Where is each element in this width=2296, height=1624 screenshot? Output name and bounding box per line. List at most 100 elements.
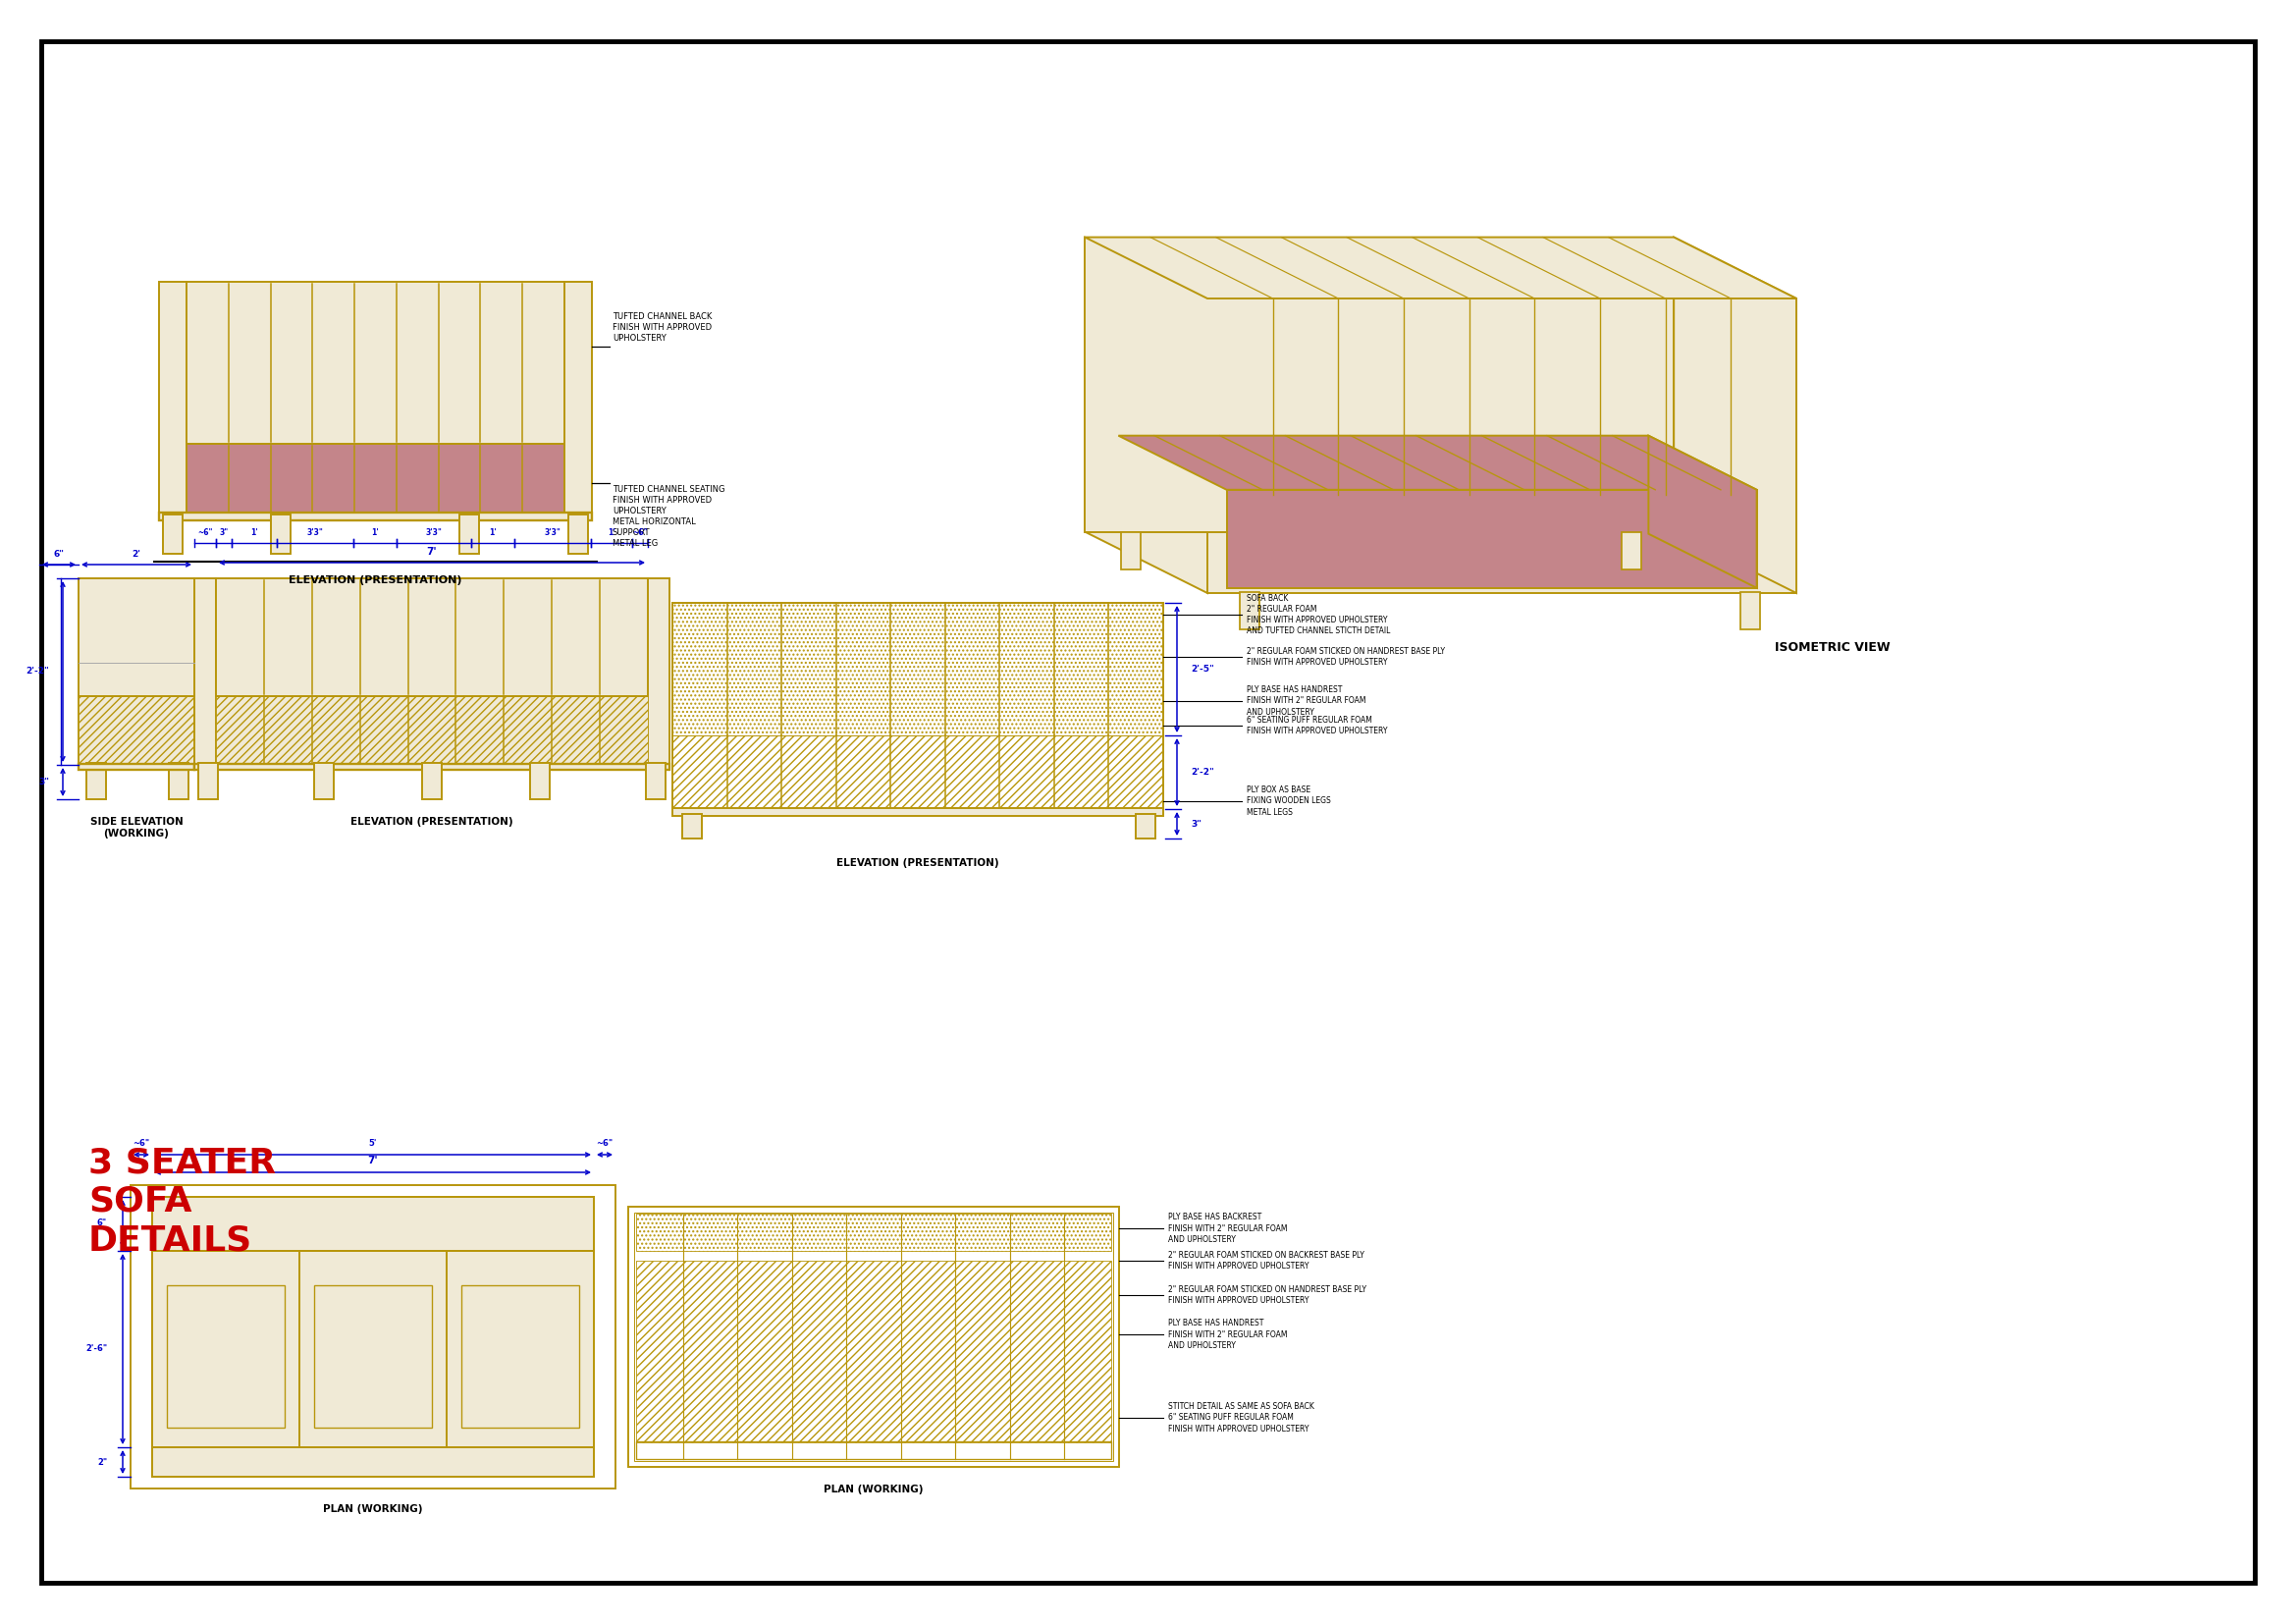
Bar — [78, 578, 195, 765]
Text: 2" REGULAR FOAM STICKED ON HANDREST BASE PLY
FINISH WITH APPROVED UPHOLSTERY: 2" REGULAR FOAM STICKED ON HANDREST BASE… — [1247, 646, 1444, 667]
Bar — [461, 1285, 579, 1427]
Text: 1': 1' — [250, 528, 257, 538]
Bar — [636, 1213, 1111, 1250]
Bar — [87, 763, 106, 799]
Bar — [673, 603, 1164, 736]
Bar — [315, 1285, 432, 1427]
Bar — [565, 283, 592, 515]
Bar — [78, 697, 195, 765]
Bar — [673, 603, 1164, 809]
Bar — [315, 763, 333, 799]
Bar — [216, 578, 647, 697]
Bar — [152, 1197, 595, 1476]
Text: PLY BASE HAS HANDREST
FINISH WITH 2" REGULAR FOAM
AND UPHOLSTERY: PLY BASE HAS HANDREST FINISH WITH 2" REG… — [1247, 685, 1366, 716]
Bar — [152, 1250, 595, 1447]
Text: ISOMETRIC VIEW: ISOMETRIC VIEW — [1775, 641, 1890, 654]
Text: 3'3": 3'3" — [425, 528, 443, 538]
Bar — [634, 1213, 1114, 1462]
Text: SOFA BACK
2" REGULAR FOAM
FINISH WITH APPROVED UPHOLSTERY
AND TUFTED CHANNEL STI: SOFA BACK 2" REGULAR FOAM FINISH WITH AP… — [1247, 594, 1391, 635]
Polygon shape — [1226, 490, 1756, 588]
Bar — [629, 1207, 1118, 1466]
Text: PLY BASE HAS BACKREST
FINISH WITH 2" REGULAR FOAM
AND UPHOLSTERY: PLY BASE HAS BACKREST FINISH WITH 2" REG… — [1169, 1213, 1288, 1244]
Bar — [636, 1260, 1111, 1442]
Bar — [158, 283, 186, 515]
Bar — [78, 763, 195, 770]
Bar — [271, 515, 292, 554]
Text: 2'-6": 2'-6" — [85, 1345, 108, 1353]
Bar — [1137, 814, 1155, 838]
Text: 5': 5' — [370, 1138, 377, 1148]
Polygon shape — [1240, 593, 1261, 630]
Text: 3": 3" — [1192, 820, 1201, 828]
Polygon shape — [1086, 237, 1795, 299]
Text: ~6": ~6" — [133, 1138, 149, 1148]
Text: 6": 6" — [53, 551, 64, 559]
Bar — [186, 283, 565, 443]
Bar — [422, 763, 441, 799]
Bar — [163, 515, 184, 554]
Text: 2'-2": 2'-2" — [25, 667, 48, 676]
Bar — [647, 578, 670, 765]
Bar — [186, 443, 565, 515]
Text: 2': 2' — [133, 551, 140, 559]
Text: STITCH DETAIL AS SAME AS SOFA BACK
6" SEATING PUFF REGULAR FOAM
FINISH WITH APPR: STITCH DETAIL AS SAME AS SOFA BACK 6" SE… — [1169, 1403, 1313, 1432]
Polygon shape — [1674, 237, 1795, 593]
Polygon shape — [1208, 299, 1795, 593]
Text: 2" REGULAR FOAM STICKED ON HANDREST BASE PLY
FINISH WITH APPROVED UPHOLSTERY: 2" REGULAR FOAM STICKED ON HANDREST BASE… — [1169, 1285, 1366, 1306]
Bar — [459, 515, 480, 554]
Text: PLY BOX AS BASE
FIXING WOODEN LEGS
METAL LEGS: PLY BOX AS BASE FIXING WOODEN LEGS METAL… — [1247, 786, 1332, 817]
Bar — [197, 763, 218, 799]
Polygon shape — [1120, 533, 1141, 570]
Text: 3": 3" — [39, 778, 48, 786]
Text: 1': 1' — [608, 528, 615, 538]
Polygon shape — [1118, 435, 1756, 490]
Polygon shape — [1740, 593, 1761, 630]
Polygon shape — [1649, 435, 1756, 588]
Text: ~6": ~6" — [597, 1138, 613, 1148]
Bar — [673, 809, 1164, 815]
Text: 1': 1' — [372, 528, 379, 538]
Bar — [131, 1186, 615, 1489]
Bar — [636, 1442, 1111, 1458]
Text: 6" SEATING PUFF REGULAR FOAM
FINISH WITH APPROVED UPHOLSTERY: 6" SEATING PUFF REGULAR FOAM FINISH WITH… — [1247, 716, 1387, 736]
Bar — [152, 1197, 595, 1250]
Text: 3": 3" — [220, 528, 227, 538]
Bar — [216, 697, 647, 765]
Text: ELEVATION (PRESENTATION): ELEVATION (PRESENTATION) — [836, 857, 999, 867]
Bar — [645, 763, 666, 799]
Text: 7': 7' — [367, 1156, 379, 1166]
Bar — [195, 763, 670, 770]
Bar — [170, 763, 188, 799]
Text: ELEVATION (PRESENTATION): ELEVATION (PRESENTATION) — [351, 817, 514, 827]
Text: ~6": ~6" — [197, 528, 214, 538]
Text: 7': 7' — [427, 547, 436, 557]
Text: PLAN (WORKING): PLAN (WORKING) — [824, 1484, 923, 1494]
Text: SIDE ELEVATION
(WORKING): SIDE ELEVATION (WORKING) — [90, 817, 184, 838]
Text: 2": 2" — [96, 1458, 108, 1466]
Text: 1': 1' — [489, 528, 496, 538]
Text: TUFTED CHANNEL BACK
FINISH WITH APPROVED
UPHOLSTERY: TUFTED CHANNEL BACK FINISH WITH APPROVED… — [613, 312, 712, 343]
Bar — [158, 513, 592, 520]
Polygon shape — [1086, 237, 1674, 531]
Text: 3'3": 3'3" — [308, 528, 324, 538]
Text: 6": 6" — [96, 1220, 108, 1228]
Text: 2'-2": 2'-2" — [1192, 768, 1215, 776]
Text: PLY BASE HAS HANDREST
FINISH WITH 2" REGULAR FOAM
AND UPHOLSTERY: PLY BASE HAS HANDREST FINISH WITH 2" REG… — [1169, 1319, 1288, 1350]
Bar — [195, 578, 216, 765]
Text: TUFTED CHANNEL SEATING
FINISH WITH APPROVED
UPHOLSTERY
METAL HORIZONTAL
SUPPORT
: TUFTED CHANNEL SEATING FINISH WITH APPRO… — [613, 484, 726, 547]
Bar — [152, 1447, 595, 1476]
Text: PLAN (WORKING): PLAN (WORKING) — [324, 1504, 422, 1514]
Text: 3 SEATER
SOFA
DETAILS: 3 SEATER SOFA DETAILS — [87, 1147, 276, 1257]
Text: ELEVATION (PRESENTATION): ELEVATION (PRESENTATION) — [289, 575, 461, 585]
Bar — [530, 763, 549, 799]
Polygon shape — [1086, 237, 1208, 593]
Text: 2" REGULAR FOAM STICKED ON BACKREST BASE PLY
FINISH WITH APPROVED UPHOLSTERY: 2" REGULAR FOAM STICKED ON BACKREST BASE… — [1169, 1250, 1364, 1270]
Text: 3'3": 3'3" — [544, 528, 560, 538]
Bar — [569, 515, 588, 554]
Polygon shape — [1621, 533, 1642, 570]
Text: 2'-5": 2'-5" — [1192, 664, 1215, 674]
Text: ~6": ~6" — [631, 528, 647, 538]
Bar — [682, 814, 703, 838]
Bar — [673, 736, 1164, 809]
Bar — [168, 1285, 285, 1427]
